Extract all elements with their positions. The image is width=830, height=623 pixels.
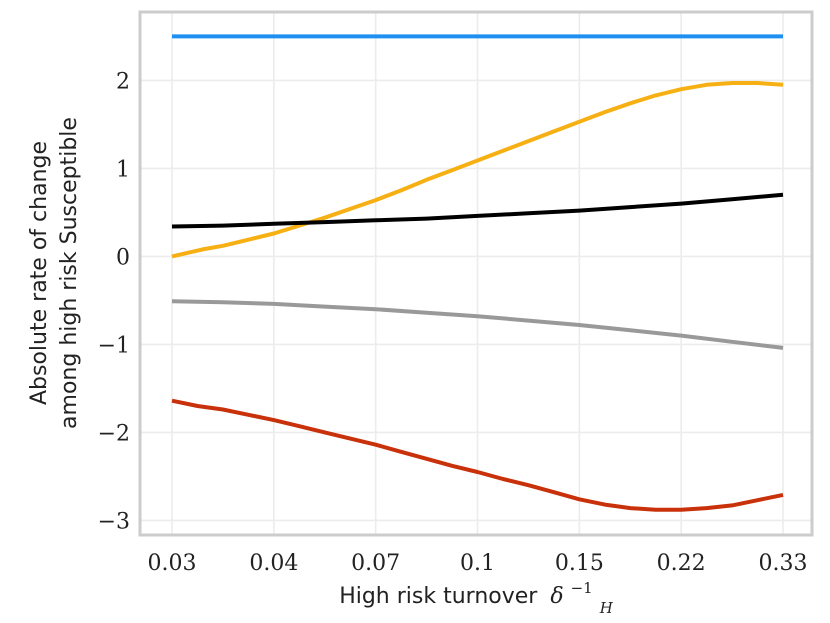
series-lines (171, 34, 784, 512)
y-tick-label: −2 (98, 421, 130, 446)
x-axis-label: High risk turnover δ −1 H (339, 574, 614, 617)
gridlines (140, 12, 812, 535)
plot-frame (138, 10, 814, 537)
y-axis-label: Absolute rate of change among high risk … (27, 117, 82, 429)
series-line-gray (171, 299, 784, 350)
x-tick-label: 0.33 (759, 551, 808, 576)
x-tick-label: 0.22 (657, 551, 706, 576)
y-tick-label: 0 (116, 245, 130, 270)
series-line-black (171, 192, 784, 229)
x-axis-label-superscript: −1 (571, 579, 593, 597)
x-tick-label: 0.03 (148, 551, 197, 576)
y-tick-label: −3 (98, 509, 130, 534)
y-axis-label-line2: among high risk Susceptible (57, 117, 82, 429)
tick-labels: 0.03 0.04 0.07 0.1 0.15 0.22 0.33 −3 −2 −1 0 1 2 (98, 69, 808, 576)
y-tick-label: 2 (116, 69, 130, 94)
x-tick-label: 0.1 (460, 551, 495, 576)
x-axis-label-subscript: H (599, 599, 614, 617)
x-tick-label: 0.15 (555, 551, 604, 576)
x-axis-label-text: High risk turnover (339, 584, 538, 609)
x-tick-label: 0.07 (351, 551, 400, 576)
y-tick-label: −1 (98, 333, 130, 358)
x-tick-label: 0.04 (249, 551, 298, 576)
x-axis-label-symbol: δ (550, 584, 563, 609)
y-axis-label-line1: Absolute rate of change (27, 141, 52, 405)
series-line-red (171, 398, 784, 512)
y-tick-label: 1 (116, 157, 130, 182)
series-line-orange (171, 81, 784, 259)
